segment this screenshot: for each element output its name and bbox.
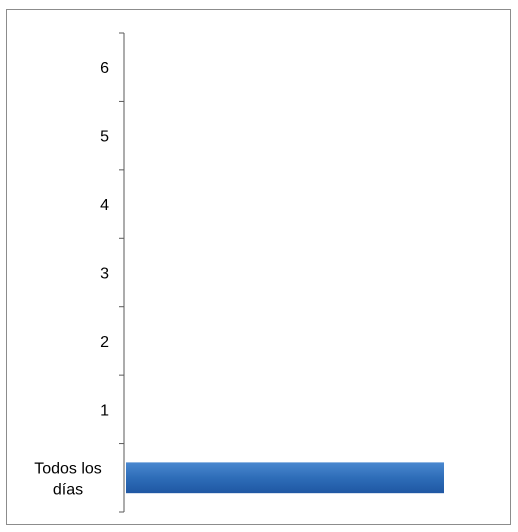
category-label: 2: [100, 334, 109, 351]
bars: [126, 462, 444, 494]
category-axis-ticks: [119, 32, 124, 513]
category-label: 6: [100, 60, 109, 77]
chart-frame: [6, 9, 511, 525]
category-label: 3: [100, 266, 109, 283]
category-label: 4: [100, 197, 109, 214]
category-label: Todos los días: [34, 460, 102, 498]
category-label: 5: [100, 129, 109, 146]
category-label: 1: [100, 402, 109, 419]
category-labels: Todos los días 1 2 3 4 5 6: [34, 60, 109, 498]
bar-todos-los-dias: [126, 462, 444, 494]
